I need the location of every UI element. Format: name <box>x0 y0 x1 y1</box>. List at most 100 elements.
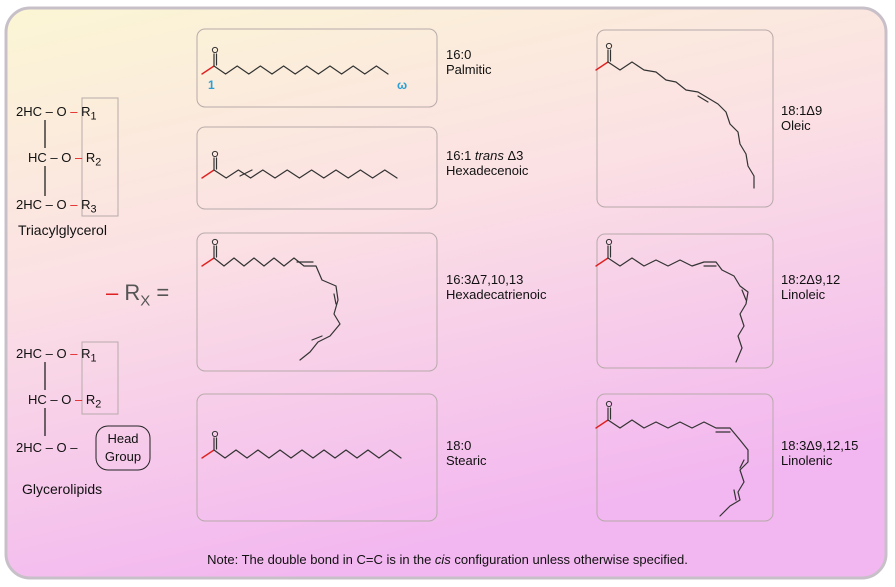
linolenic-oxygen-icon <box>605 400 613 408</box>
linolenic-chain <box>607 419 749 517</box>
tag-row-2-prefix: HC <box>28 150 47 165</box>
footnote-pre: Note: The double bond in C=C is in the <box>207 552 435 567</box>
tag-row-3-o: O <box>56 197 67 212</box>
tag-row-1-prefix: 2HC <box>16 104 43 119</box>
tag-row-1-sub: 1 <box>90 110 97 123</box>
linoleic-oxygen-icon <box>605 238 613 246</box>
hexadecatrienoic-ester-bond <box>201 257 215 267</box>
linolenic-label: 18:3Δ9,12,15 Linolenic <box>781 438 858 468</box>
tag-row-2-r: R <box>85 150 96 165</box>
hexadecenoic-formula-post: Δ3 <box>503 148 524 163</box>
rx-label: – RX = <box>106 280 170 310</box>
oleic-oxygen-icon <box>605 42 613 50</box>
hexadecatrienoic-db3 <box>311 335 323 341</box>
tag-row-3: 2HC – O – R3 <box>16 197 97 216</box>
rx-sub: X <box>140 292 151 310</box>
hexadecenoic-db <box>239 169 253 177</box>
glycerolipid-r-bracket <box>81 341 119 415</box>
linoleic-box <box>596 233 774 369</box>
gl-row-1-sub: 1 <box>90 352 97 365</box>
tag-row-2: HC – O – R2 <box>28 150 102 169</box>
head-group-line-2: Group <box>104 449 142 464</box>
oleic-db <box>697 95 709 103</box>
hexadecenoic-label: 16:1 trans Δ3 Hexadecenoic <box>446 148 528 178</box>
gl-row-3-o: O <box>56 440 67 455</box>
oleic-label: 18:1Δ9 Oleic <box>781 103 822 133</box>
tag-row-3-sub: 3 <box>90 203 97 216</box>
linoleic-name: Linoleic <box>781 287 826 302</box>
stearic-name: Stearic <box>446 453 487 468</box>
tag-row-2-o: O <box>61 150 72 165</box>
hexadecenoic-name: Hexadecenoic <box>446 163 529 178</box>
stearic-box <box>196 393 438 522</box>
head-group-label: Head Group <box>96 430 150 466</box>
hexadecenoic-formula-trans: trans <box>474 148 504 163</box>
triacylglycerol-title: Triacylglycerol <box>18 222 107 238</box>
tag-row-2-sub: 2 <box>95 156 102 169</box>
triacylglycerol-r-bracket <box>81 97 119 217</box>
hexadecenoic-ester-bond <box>201 169 215 179</box>
linoleic-label: 18:2Δ9,12 Linoleic <box>781 272 840 302</box>
gl-row-2-r: R <box>85 392 96 407</box>
oleic-chain <box>607 61 755 189</box>
linolenic-ester-bond <box>595 419 609 429</box>
hexadecenoic-oxygen-icon <box>211 150 219 158</box>
palmitic-ester-bond <box>201 65 215 75</box>
gl-row-1-r: R <box>81 346 91 361</box>
linolenic-db3 <box>733 489 737 501</box>
glycerolipids-title: Glycerolipids <box>22 481 103 497</box>
gl-row-3: 2HC – O – <box>16 440 78 455</box>
oleic-formula: 18:1Δ9 <box>781 103 823 118</box>
gl-row-2-o: O <box>61 392 72 407</box>
linoleic-db2 <box>741 289 747 301</box>
palmitic-name: Palmitic <box>446 62 492 77</box>
fatty-acid-structures <box>201 42 755 517</box>
hexadecatrienoic-db2 <box>333 293 337 305</box>
hexadecatrienoic-formula: 16:3Δ7,10,13 <box>446 272 524 287</box>
stearic-oxygen-icon <box>211 430 219 438</box>
palmitic-oxygen-icon <box>211 46 219 54</box>
tag-row-3-prefix: 2HC <box>16 197 43 212</box>
hexadecatrienoic-name: Hexadecatrienoic <box>446 287 547 302</box>
palmitic-chain <box>213 65 389 75</box>
hexadecatrienoic-box <box>196 232 438 372</box>
linolenic-name: Linolenic <box>781 453 833 468</box>
linoleic-chain <box>607 257 749 363</box>
gl-row-3-prefix: 2HC <box>16 440 43 455</box>
gl-row-1: 2HC – O – R1 <box>16 346 97 365</box>
head-group-box <box>95 425 151 471</box>
palmitic-formula: 16:0 <box>446 47 472 62</box>
palmitic-box <box>196 28 438 108</box>
tag-row-3-r: R <box>81 197 91 212</box>
rx-r: R <box>124 280 141 305</box>
hexadecatrienoic-oxygen-icon <box>211 238 219 246</box>
linolenic-box <box>596 393 774 522</box>
gl-row-1-o: O <box>56 346 67 361</box>
gl-row-1-prefix: 2HC <box>16 346 43 361</box>
linolenic-db2 <box>739 459 745 469</box>
stearic-ester-bond <box>201 449 215 459</box>
stearic-chain <box>213 449 402 459</box>
rx-equals: = <box>156 280 170 305</box>
carbon-one-label: 1 <box>208 78 215 92</box>
hexadecenoic-box <box>196 126 438 210</box>
stearic-label: 18:0 Stearic <box>446 438 486 468</box>
gl-row-2: HC – O – R2 <box>28 392 102 411</box>
tag-row-1-r: R <box>81 104 91 119</box>
hexadecatrienoic-chain <box>213 257 341 361</box>
linoleic-formula: 18:2Δ9,12 <box>781 272 841 287</box>
gl-row-2-prefix: HC <box>28 392 47 407</box>
palmitic-label: 16:0 Palmitic <box>446 47 492 77</box>
hexadecenoic-formula-pre: 16:1 <box>446 148 475 163</box>
oleic-box <box>596 29 774 208</box>
hexadecatrienoic-label: 16:3Δ7,10,13 Hexadecatrienoic <box>446 272 546 302</box>
stearic-formula: 18:0 <box>446 438 472 453</box>
linolenic-formula: 18:3Δ9,12,15 <box>781 438 859 453</box>
footnote-post: configuration unless otherwise specified… <box>450 552 688 567</box>
head-group-line-1: Head <box>107 431 139 446</box>
linoleic-ester-bond <box>595 257 609 267</box>
oleic-ester-bond <box>595 61 609 71</box>
background-panel <box>4 6 888 580</box>
